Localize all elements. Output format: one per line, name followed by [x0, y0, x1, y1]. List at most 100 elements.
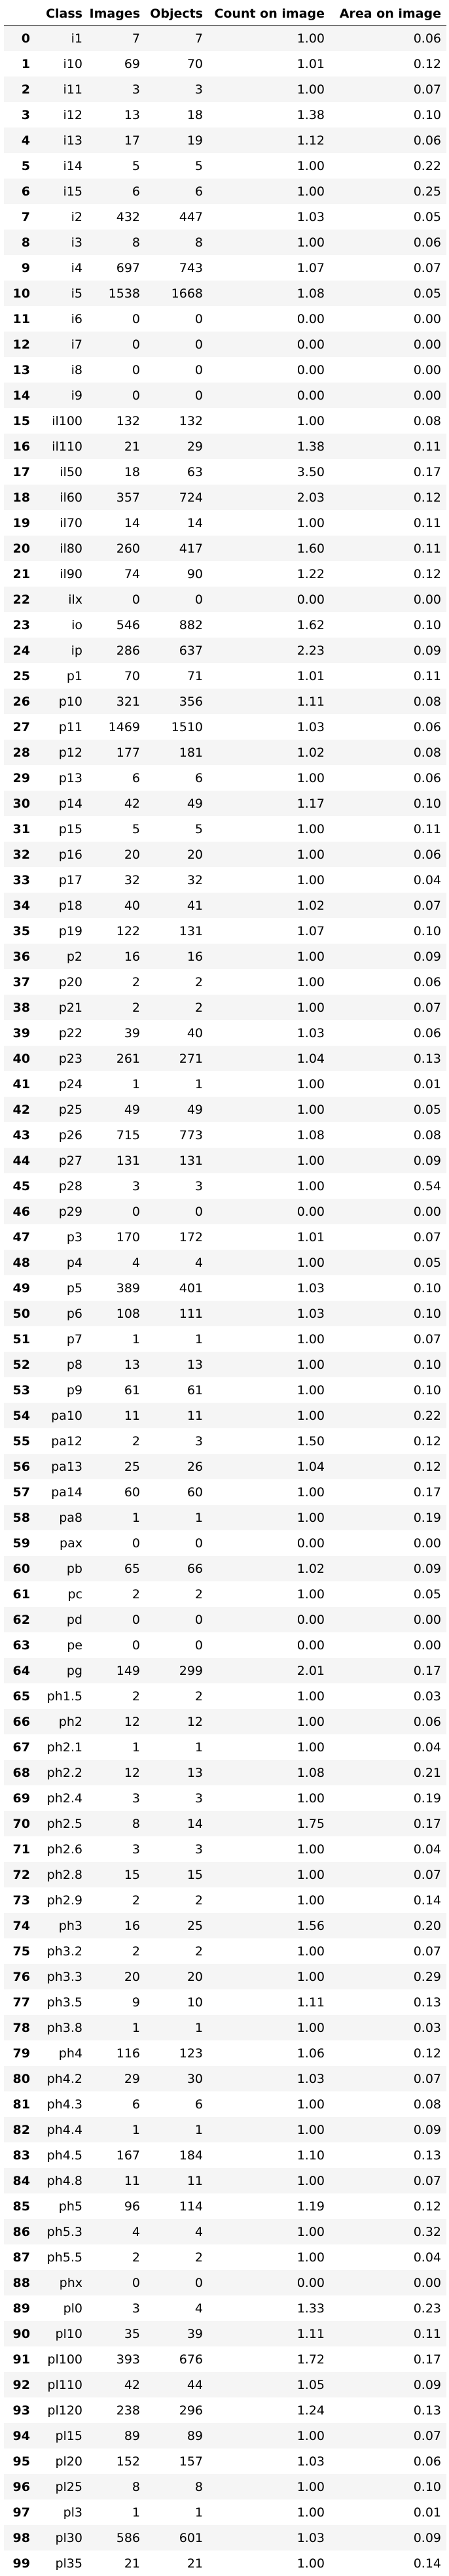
row-index: 57	[4, 1479, 35, 1505]
class-cell: p12	[35, 740, 88, 765]
count-on-image-cell: 1.33	[208, 2295, 330, 2321]
area-on-image-cell: 0.20	[330, 1913, 446, 1938]
class-cell: p19	[35, 918, 88, 944]
images-cell: 12	[88, 1709, 145, 1734]
class-cell: il110	[35, 434, 88, 459]
images-cell: 357	[88, 485, 145, 510]
area-on-image-cell: 0.09	[330, 2372, 446, 2397]
objects-cell: 14	[145, 510, 208, 536]
row-index: 48	[4, 1250, 35, 1275]
count-on-image-cell: 1.03	[208, 2066, 330, 2091]
class-cell: pe	[35, 1632, 88, 1658]
class-cell: ph3.8	[35, 2015, 88, 2040]
row-index: 85	[4, 2193, 35, 2219]
objects-cell: 132	[145, 408, 208, 434]
objects-cell: 157	[145, 2448, 208, 2474]
row-index: 20	[4, 536, 35, 561]
count-on-image-cell: 1.00	[208, 842, 330, 867]
images-cell: 16	[88, 1913, 145, 1938]
images-cell: 3	[88, 1785, 145, 1811]
area-on-image-cell: 0.07	[330, 995, 446, 1020]
row-index: 91	[4, 2346, 35, 2372]
images-cell: 20	[88, 1964, 145, 1989]
area-on-image-cell: 0.12	[330, 2040, 446, 2066]
count-on-image-cell: 1.00	[208, 1250, 330, 1275]
row-index: 4	[4, 128, 35, 153]
area-on-image-cell: 0.07	[330, 893, 446, 918]
area-on-image-cell: 0.17	[330, 459, 446, 485]
images-cell: 42	[88, 2372, 145, 2397]
area-on-image-cell: 0.14	[330, 2550, 446, 2576]
count-on-image-cell: 1.01	[208, 663, 330, 689]
area-on-image-cell: 0.09	[330, 2525, 446, 2550]
class-cell: ph4	[35, 2040, 88, 2066]
objects-cell: 66	[145, 1556, 208, 1581]
class-cell: ph4.2	[35, 2066, 88, 2091]
area-on-image-cell: 0.03	[330, 2015, 446, 2040]
row-index: 37	[4, 969, 35, 995]
row-index: 33	[4, 867, 35, 893]
images-cell: 14	[88, 510, 145, 536]
area-on-image-cell: 0.07	[330, 1224, 446, 1250]
row-index: 12	[4, 332, 35, 357]
objects-cell: 14	[145, 1811, 208, 1836]
count-on-image-cell: 1.02	[208, 893, 330, 918]
count-on-image-cell: 1.56	[208, 1913, 330, 1938]
count-on-image-cell: 0.00	[208, 357, 330, 383]
images-cell: 1	[88, 1734, 145, 1760]
area-on-image-cell: 0.04	[330, 1734, 446, 1760]
class-cell: ph4.4	[35, 2117, 88, 2142]
objects-cell: 401	[145, 1275, 208, 1301]
class-cell: p6	[35, 1301, 88, 1326]
objects-cell: 20	[145, 842, 208, 867]
objects-cell: 6	[145, 2091, 208, 2117]
area-on-image-cell: 0.11	[330, 434, 446, 459]
objects-cell: 131	[145, 918, 208, 944]
objects-cell: 70	[145, 51, 208, 77]
count-on-image-cell: 1.02	[208, 740, 330, 765]
area-on-image-cell: 0.10	[330, 1352, 446, 1377]
class-cell: i4	[35, 255, 88, 281]
area-on-image-cell: 0.00	[330, 1530, 446, 1556]
row-index: 41	[4, 1071, 35, 1097]
row-index: 28	[4, 740, 35, 765]
class-cell: p9	[35, 1377, 88, 1403]
row-index: 81	[4, 2091, 35, 2117]
area-on-image-cell: 0.08	[330, 2091, 446, 2117]
area-on-image-cell: 0.09	[330, 638, 446, 663]
objects-cell: 6	[145, 765, 208, 791]
class-cell: i1	[35, 26, 88, 52]
objects-cell: 1	[145, 1734, 208, 1760]
row-index: 92	[4, 2372, 35, 2397]
area-on-image-cell: 0.08	[330, 408, 446, 434]
images-cell: 21	[88, 2550, 145, 2576]
images-cell: 1538	[88, 281, 145, 306]
images-cell: 2	[88, 969, 145, 995]
area-on-image-cell: 0.09	[330, 944, 446, 969]
count-on-image-cell: 1.00	[208, 1326, 330, 1352]
row-index: 54	[4, 1403, 35, 1428]
objects-cell: 12	[145, 1709, 208, 1734]
area-on-image-cell: 0.09	[330, 1556, 446, 1581]
class-cell: p5	[35, 1275, 88, 1301]
area-on-image-cell: 0.21	[330, 1760, 446, 1785]
count-on-image-cell: 1.08	[208, 1122, 330, 1148]
objects-cell: 1	[145, 2499, 208, 2525]
objects-cell: 19	[145, 128, 208, 153]
area-on-image-cell: 0.10	[330, 918, 446, 944]
count-on-image-cell: 1.00	[208, 1938, 330, 1964]
count-on-image-cell: 1.00	[208, 2423, 330, 2448]
objects-cell: 4	[145, 2295, 208, 2321]
